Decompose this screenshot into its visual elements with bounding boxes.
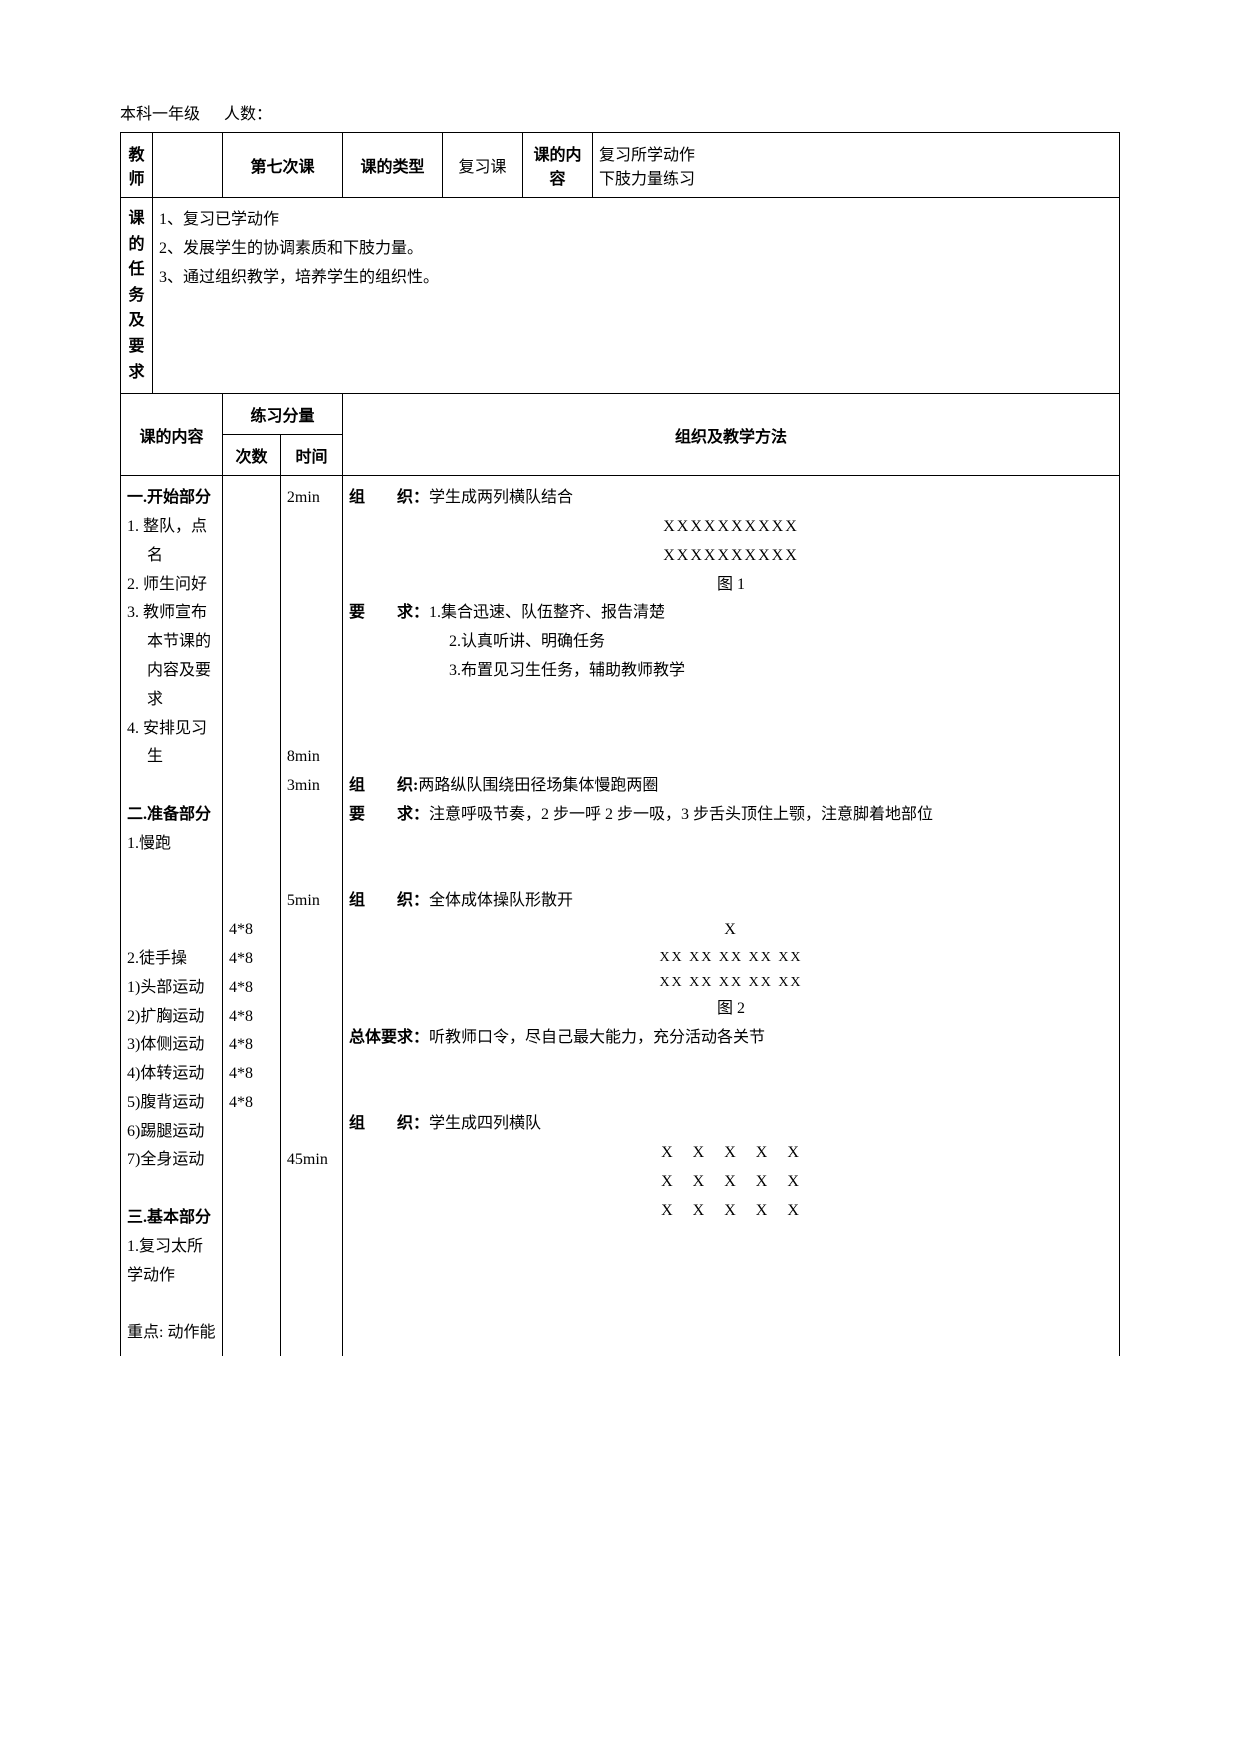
s2-sub2: 2.徒手操 <box>127 945 216 974</box>
s1-time: 2min <box>287 484 336 513</box>
s2a-req-text: 注意呼吸节奏，2 步一呼 2 步一吸，3 步舌头顶住上颚，注意脚着地部位 <box>429 806 933 823</box>
task-item-2: 2、发展学生的协调素质和下肢力量。 <box>159 235 1113 264</box>
method-column: 组 织：学生成两列横队结合 XXXXXXXXXX XXXXXXXXXX 图 1 … <box>343 476 1120 1356</box>
s3-org-text: 学生成四列横队 <box>429 1115 541 1132</box>
s2-i5: 5)腹背运动 <box>127 1089 216 1118</box>
s2b-req-label: 总体要求： <box>349 1029 429 1046</box>
c3: 4*8 <box>229 974 274 1003</box>
s2-i3: 3)体侧运动 <box>127 1031 216 1060</box>
s3-org-label: 组 织： <box>349 1115 429 1132</box>
top-info: 本科一年级 人数： <box>120 100 1120 124</box>
section3-title: 三.基本部分 <box>127 1204 216 1233</box>
s2a-org-text: 两路纵队围绕田径场集体慢跑两圈 <box>418 777 658 794</box>
s3-xr1: X X X X X <box>349 1139 1113 1168</box>
s2-time-total: 8min <box>287 743 336 772</box>
count-column: 4*8 4*8 4*8 4*8 4*8 4*8 4*8 <box>223 476 281 1356</box>
s2-i1: 1)头部运动 <box>127 974 216 1003</box>
type-value: 复习课 <box>443 133 523 198</box>
col-count: 次数 <box>223 435 281 476</box>
s1-req-label: 要 求： <box>349 604 429 621</box>
content-column: 一.开始部分 1. 整队，点名 2. 师生问好 3. 教师宣布本节课的内容及要求… <box>121 476 223 1356</box>
col-method: 组织及教学方法 <box>343 394 1120 476</box>
s2-i2: 2)扩胸运动 <box>127 1003 216 1032</box>
task-content: 1、复习已学动作 2、发展学生的协调素质和下肢力量。 3、通过组织教学，培养学生… <box>153 198 1120 394</box>
s2b-org-label: 组 织： <box>349 892 429 909</box>
time-column: 2min 8min 3min 5min 45min <box>280 476 342 1356</box>
c1: 4*8 <box>229 916 274 945</box>
section2-title: 二.准备部分 <box>127 801 216 830</box>
s3-focus: 重点: 动作能 <box>127 1319 216 1348</box>
task-label: 课的任务及要求 <box>121 198 153 394</box>
count-label: 人数： <box>224 106 272 123</box>
col-content: 课的内容 <box>121 394 223 476</box>
s2-i7: 7)全身运动 <box>127 1146 216 1175</box>
s2-time1: 3min <box>287 772 336 801</box>
c4: 4*8 <box>229 1003 274 1032</box>
s1-req2: 2.认真听讲、明确任务 <box>349 628 1113 657</box>
s1-req3: 3.布置见习生任务，辅助教师教学 <box>349 657 1113 686</box>
s2b-fig: 图 2 <box>349 995 1113 1024</box>
col-time: 时间 <box>280 435 342 476</box>
s1-item2: 2. 师生问好 <box>147 571 216 600</box>
lesson-plan-table: 教师 第七次课 课的类型 复习课 课的内容 复习所学动作 下肢力量练习 课的任务… <box>120 132 1120 1356</box>
s1-req1: 1.集合迅速、队伍整齐、报告清楚 <box>429 604 665 621</box>
s1-fig: 图 1 <box>349 571 1113 600</box>
teacher-value <box>153 133 223 198</box>
s2-sub1: 1.慢跑 <box>127 830 216 859</box>
s1-x2: XXXXXXXXXX <box>349 542 1113 571</box>
s3-xr3: X X X X X <box>349 1197 1113 1226</box>
s2b-xtop: X <box>349 916 1113 945</box>
s1-org-text: 学生成两列横队结合 <box>429 489 573 506</box>
c6: 4*8 <box>229 1060 274 1089</box>
s1-item1: 1. 整队，点名 <box>147 513 216 571</box>
s2a-org-label: 组 织: <box>349 777 418 794</box>
s1-org-label: 组 织： <box>349 489 429 506</box>
content-value: 复习所学动作 下肢力量练习 <box>593 133 1120 198</box>
section1-title: 一.开始部分 <box>127 484 216 513</box>
type-label: 课的类型 <box>343 133 443 198</box>
s3-sub1: 1.复习太所学动作 <box>127 1233 216 1291</box>
s2b-xr2: XX XX XX XX XX <box>349 970 1113 995</box>
col-volume: 练习分量 <box>223 394 343 435</box>
s2-time2: 5min <box>287 887 336 916</box>
c7: 4*8 <box>229 1089 274 1118</box>
s2b-req-text: 听教师口令，尽自己最大能力，充分活动各关节 <box>429 1029 765 1046</box>
s2b-org-text: 全体成体操队形散开 <box>429 892 573 909</box>
s1-item3: 3. 教师宣布本节课的内容及要求 <box>147 599 216 714</box>
grade: 本科一年级 <box>120 106 200 123</box>
s2a-req-label: 要 求： <box>349 806 429 823</box>
c5: 4*8 <box>229 1031 274 1060</box>
task-item-3: 3、通过组织教学，培养学生的组织性。 <box>159 264 1113 293</box>
s2b-xr1: XX XX XX XX XX <box>349 945 1113 970</box>
s3-time: 45min <box>287 1146 336 1175</box>
s2-i4: 4)体转运动 <box>127 1060 216 1089</box>
lesson-no: 第七次课 <box>223 133 343 198</box>
s3-xr2: X X X X X <box>349 1168 1113 1197</box>
s1-item4: 4. 安排见习生 <box>147 715 216 773</box>
teacher-label: 教师 <box>121 133 153 198</box>
s1-x1: XXXXXXXXXX <box>349 513 1113 542</box>
task-item-1: 1、复习已学动作 <box>159 206 1113 235</box>
s2-i6: 6)踢腿运动 <box>127 1118 216 1147</box>
content-label: 课的内容 <box>523 133 593 198</box>
c2: 4*8 <box>229 945 274 974</box>
